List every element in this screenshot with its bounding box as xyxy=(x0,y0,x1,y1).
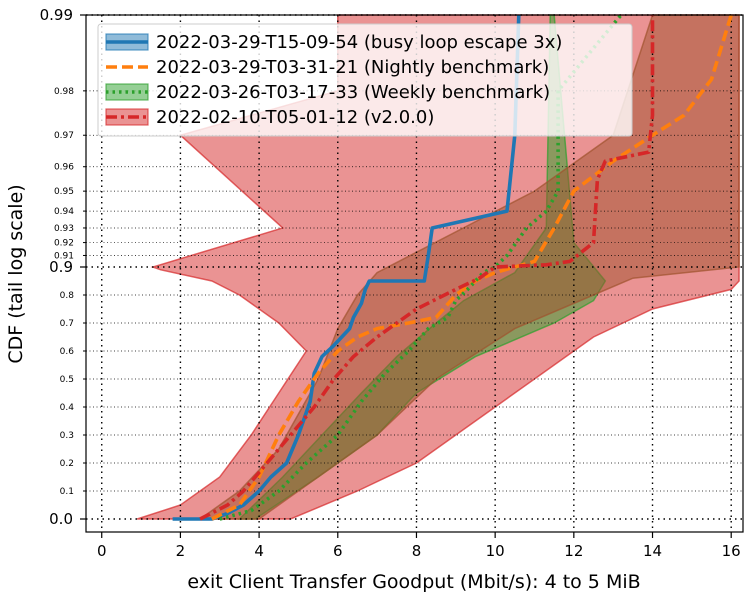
y-minor-tick-label: 0.5 xyxy=(60,375,74,385)
x-axis-label: exit Client Transfer Goodput (Mbit/s): 4… xyxy=(187,571,640,593)
y-major-tick-label: 0.99 xyxy=(40,6,73,24)
y-minor-tick-label: 0.1 xyxy=(60,487,74,497)
plot-frame xyxy=(85,14,744,533)
y-minor-tick-label: 0.3 xyxy=(60,431,74,441)
y-minor-tick-label: 0.93 xyxy=(54,224,74,234)
y-minor-tick-label: 0.92 xyxy=(54,239,74,249)
legend-entry-2022-02-10-t05-01-12-v2-0-0: 2022-02-10-T05-01-12 (v2.0.0) xyxy=(105,107,434,128)
x-tick-label: 4 xyxy=(254,542,264,560)
x-tick-label: 16 xyxy=(722,542,741,560)
y-minor-tick-label: 0.6 xyxy=(60,347,75,357)
y-major-tick-label: 0.9 xyxy=(49,258,73,276)
y-minor-tick-label: 0.98 xyxy=(54,87,74,97)
y-minor-tick-label: 0.96 xyxy=(54,163,74,173)
x-tick-label: 14 xyxy=(643,542,662,560)
y-minor-tick-label: 0.2 xyxy=(60,459,74,469)
x-axis-ticks: 0 2 4 6 8 10 12 14 16 xyxy=(97,532,741,560)
legend: 2022-03-29-T15-09-54 (busy loop escape 3… xyxy=(97,23,633,137)
y-minor-tick-label: 0.95 xyxy=(54,187,74,197)
y-minor-tick-label: 0.7 xyxy=(60,319,74,329)
y-minor-tick-label: 0.91 xyxy=(54,251,74,261)
y-axis-label: CDF (tail log scale) xyxy=(5,184,27,363)
y-minor-tick-label: 0.8 xyxy=(60,291,75,301)
series-line-2022-03-26-t03-17-33-weekly-benchmark xyxy=(219,13,623,521)
series-lines xyxy=(172,13,733,521)
legend-box xyxy=(97,23,633,137)
y-minor-tick-label: 0.4 xyxy=(60,403,75,413)
x-tick-label: 0 xyxy=(97,542,107,560)
legend-label: 2022-02-10-T05-01-12 (v2.0.0) xyxy=(156,107,434,128)
x-tick-label: 10 xyxy=(486,542,505,560)
legend-entry-2022-03-29-t03-31-21-nightly-benchmark: 2022-03-29-T03-31-21 (Nightly benchmark) xyxy=(106,57,549,78)
x-tick-label: 6 xyxy=(333,542,343,560)
legend-label: 2022-03-26-T03-17-33 (Weekly benchmark) xyxy=(156,82,550,103)
x-tick-label: 2 xyxy=(176,542,186,560)
legend-entry-2022-03-26-t03-17-33-weekly-benchmark: 2022-03-26-T03-17-33 (Weekly benchmark) xyxy=(105,82,550,103)
y-axis-ticks: 0.0 0.9 0.99 0.1 0.2 0.3 0.4 0.5 0.6 0.7 0.8 0.91 0.… xyxy=(40,6,86,528)
legend-label: 2022-03-29-T15-09-54 (busy loop escape 3… xyxy=(156,32,562,53)
legend-entry-2022-03-29-t15-09-54-busy-loop-escape-3x: 2022-03-29-T15-09-54 (busy loop escape 3… xyxy=(105,32,562,53)
series-line-2022-03-29-t15-09-54-busy-loop-escape-3x xyxy=(172,14,521,521)
x-tick-label: 12 xyxy=(564,542,583,560)
series-line-2022-02-10-t05-01-12-v2-0-0 xyxy=(199,15,655,521)
legend-label: 2022-03-29-T03-31-21 (Nightly benchmark) xyxy=(156,57,549,78)
y-major-tick-label: 0.0 xyxy=(49,510,73,528)
x-tick-label: 8 xyxy=(412,542,422,560)
series-line-2022-03-29-t03-31-21-nightly-benchmark xyxy=(211,14,733,521)
y-minor-tick-label: 0.94 xyxy=(54,207,74,217)
y-minor-tick-label: 0.97 xyxy=(54,131,74,141)
